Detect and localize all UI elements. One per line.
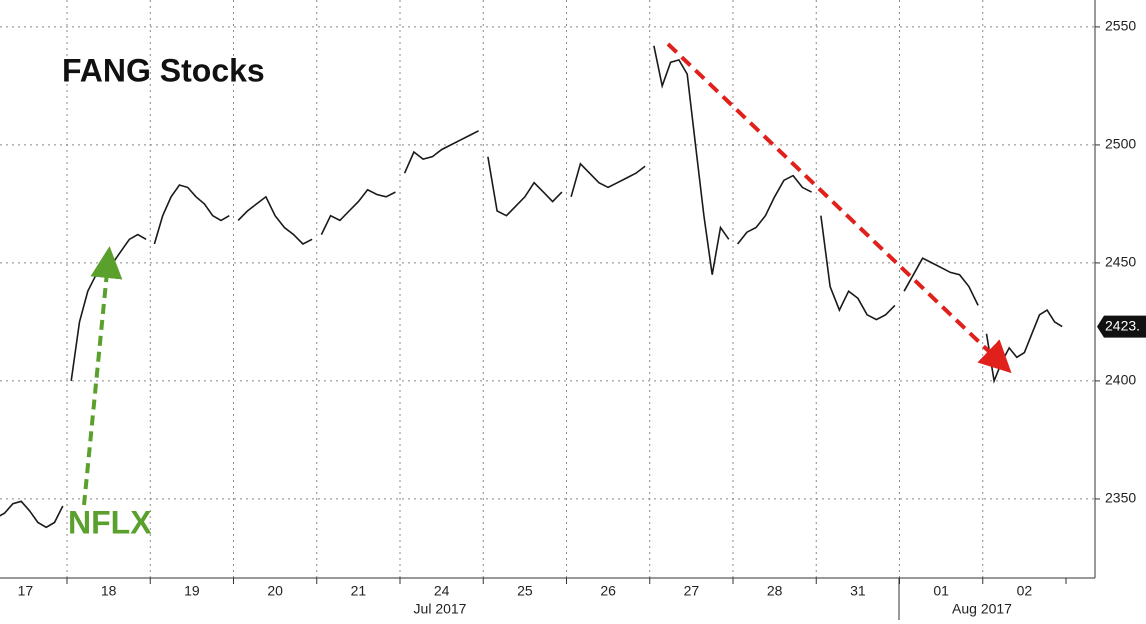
price-line <box>70 233 147 382</box>
x-tick-label: 31 <box>850 583 866 599</box>
price-line <box>903 257 979 306</box>
price-line <box>403 130 479 174</box>
y-tick-label: 2550 <box>1105 18 1136 34</box>
y-tick-label: 2350 <box>1105 490 1136 506</box>
x-tick-label: 26 <box>600 583 616 599</box>
price-line <box>736 174 812 245</box>
price-lines <box>0 45 1063 529</box>
x-tick-label: 24 <box>434 583 450 599</box>
x-tick-label: 19 <box>184 583 200 599</box>
y-tick-label: 2400 <box>1105 372 1136 388</box>
price-line <box>820 215 896 321</box>
x-tick-label: 18 <box>101 583 117 599</box>
x-tick-label: 27 <box>684 583 700 599</box>
price-line <box>653 45 730 275</box>
price-line <box>320 188 396 235</box>
nflx-arrow <box>82 246 123 506</box>
price-line <box>237 195 313 245</box>
trend-arrow <box>666 42 1012 374</box>
x-tick-label: 25 <box>517 583 533 599</box>
x-tick-label: 02 <box>1017 583 1033 599</box>
price-line <box>985 309 1063 384</box>
x-tick-label: 28 <box>767 583 783 599</box>
x-tick-label: 21 <box>351 583 367 599</box>
price-line <box>487 156 563 217</box>
y-tick-label: 2500 <box>1105 136 1136 152</box>
chart-title: FANG Stocks <box>62 52 265 88</box>
price-line <box>570 162 646 198</box>
price-line <box>153 184 230 245</box>
annotation: NFLX <box>68 504 152 540</box>
month-label: Jul 2017 <box>414 601 467 617</box>
month-label: Aug 2017 <box>952 601 1012 617</box>
last-value-label: 2423. <box>1105 317 1140 333</box>
price-line <box>0 500 64 529</box>
x-tick-label: 20 <box>267 583 283 599</box>
x-tick-label: 01 <box>933 583 949 599</box>
x-tick-label: 17 <box>18 583 34 599</box>
grid <box>0 0 1095 578</box>
y-tick-label: 2450 <box>1105 254 1136 270</box>
last-value-box <box>1097 315 1146 338</box>
